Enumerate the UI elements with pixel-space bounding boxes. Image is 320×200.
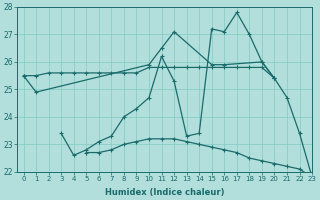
X-axis label: Humidex (Indice chaleur): Humidex (Indice chaleur) xyxy=(105,188,224,197)
